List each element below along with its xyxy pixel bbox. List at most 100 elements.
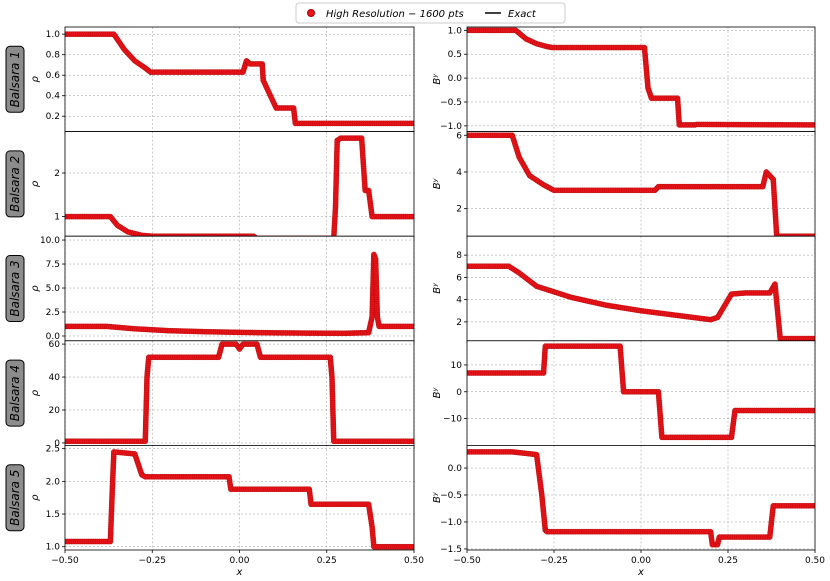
panel-r2-c1: 1 2 ρ <box>30 131 415 240</box>
panel-frame <box>466 444 816 551</box>
x-tick-label: 0.25 <box>317 556 337 566</box>
panel-frame <box>64 444 415 551</box>
y-tick-label: 2.5 <box>46 308 60 318</box>
y-tick-label: 4 <box>456 168 462 178</box>
y-tick-label: 0.4 <box>46 92 61 102</box>
y-tick-label: 6 <box>456 273 462 283</box>
x-tick-label: 0.00 <box>631 556 651 566</box>
y-tick-label: 1.0 <box>448 26 463 36</box>
y-tick-label: 0.0 <box>46 332 61 342</box>
data-point <box>812 122 815 128</box>
row-label-1: Balsara 1 <box>5 45 25 113</box>
y-tick-label: 0.5 <box>448 50 462 60</box>
x-tick-label: 0.50 <box>805 556 825 566</box>
y-tick-label: 10.0 <box>40 236 60 246</box>
plot-area <box>467 343 815 441</box>
y-axis-label: Bʸ <box>432 178 443 189</box>
y-tick-label: 10 <box>451 361 463 371</box>
panel-r1-c2: −1.0 −0.5 0.0 0.5 1.0 Bʸ <box>432 26 816 135</box>
row-label-box <box>5 45 25 113</box>
y-axis-label: ρ <box>30 389 41 396</box>
panel-r3-c2: 2 4 6 8 Bʸ <box>432 235 816 344</box>
row-label-4: Balsara 4 <box>5 359 25 427</box>
plot-area <box>65 251 414 337</box>
x-axis-label: x <box>236 567 243 578</box>
y-tick-label: −10 <box>443 415 462 425</box>
row-label-box <box>5 464 25 532</box>
panel-r5-c2: −1.5 −1.0 −0.5 0.0 Bʸ <box>432 444 816 555</box>
x-tick-label: 0.50 <box>404 556 424 566</box>
plot-area <box>65 341 414 445</box>
panel-r1-c1: 0.2 0.4 0.6 0.8 1.0 ρ <box>30 26 415 135</box>
y-axis-label: Bʸ <box>432 388 443 399</box>
y-tick-label: 0.2 <box>46 112 60 122</box>
y-tick-label: −1.0 <box>440 518 462 528</box>
plot-area <box>65 449 414 550</box>
plot-area <box>65 135 414 237</box>
row-label-text: Balsara 5 <box>8 470 22 526</box>
panel-r5-c1: 1.0 1.5 2.0 2.5 ρ <box>30 444 415 553</box>
legend-label-points: High Resolution − 1600 pts <box>326 9 464 20</box>
x-tick-label: −0.25 <box>540 556 568 566</box>
row-label-5: Balsara 5 <box>5 464 25 532</box>
x-axes: −0.50 −0.25 0.00 0.25 0.50 x −0.50 −0.25 0.00 0.2… <box>51 556 825 578</box>
panel-r2-c2: 2 4 6 Bʸ <box>432 131 816 240</box>
row-label-text: Balsara 1 <box>8 51 22 107</box>
y-tick-label: 2.5 <box>46 445 60 455</box>
row-label-box <box>5 150 25 218</box>
y-tick-label: 60 <box>49 340 61 350</box>
y-tick-label: 4 <box>456 296 462 306</box>
y-tick-label: 0 <box>54 439 60 449</box>
x-tick-label: −0.25 <box>138 556 166 566</box>
y-tick-label: 1.0 <box>46 543 61 553</box>
legend-frame <box>295 2 566 24</box>
y-tick-label: 6 <box>456 131 462 141</box>
x-tick-label: −0.50 <box>453 556 481 566</box>
plot-area <box>467 27 815 128</box>
data-point <box>812 335 815 341</box>
y-tick-label: 0.0 <box>448 74 463 84</box>
y-tick-label: −0.5 <box>440 98 462 108</box>
legend: High Resolution − 1600 pts Exact <box>295 2 566 24</box>
panel-r4-c2: −10 0 10 Bʸ <box>432 340 816 449</box>
data-point <box>812 502 815 509</box>
y-tick-label: 40 <box>49 373 61 383</box>
panel-r4-c1: 0 20 40 60 ρ <box>30 340 415 449</box>
y-tick-label: −0.5 <box>440 491 462 501</box>
plot-area <box>467 449 815 548</box>
row-label-box <box>5 359 25 427</box>
y-tick-label: −1.0 <box>440 122 462 132</box>
y-tick-label: 1 <box>54 213 60 223</box>
y-axis-label: Bʸ <box>432 283 443 294</box>
row-label-3: Balsara 3 <box>5 255 25 322</box>
y-tick-label: 8 <box>456 251 462 261</box>
x-tick-label: 0.00 <box>229 556 249 566</box>
y-axis-label: ρ <box>30 180 41 187</box>
y-tick-label: 2 <box>54 169 60 179</box>
y-tick-label: 7.5 <box>46 260 60 270</box>
plot-area <box>65 31 414 127</box>
y-tick-label: 2 <box>456 205 462 215</box>
x-tick-label: −0.50 <box>51 556 79 566</box>
y-tick-label: 5.0 <box>46 284 61 294</box>
row-label-text: Balsara 2 <box>8 156 22 212</box>
row-label-box <box>5 255 25 322</box>
y-axis-label: ρ <box>30 494 41 501</box>
panels: 0.20.40.60.81.0ρ12ρ0.02.55.07.510.0ρ0204… <box>30 26 816 555</box>
row-label-2: Balsara 2 <box>5 150 25 218</box>
legend-label-exact: Exact <box>508 9 537 20</box>
plot-area <box>467 132 815 237</box>
row-label-text: Balsara 4 <box>8 365 22 421</box>
y-tick-label: 1.0 <box>46 30 61 40</box>
x-axis-label: x <box>637 567 644 578</box>
y-tick-label: 2.0 <box>46 477 61 487</box>
row-label-text: Balsara 3 <box>8 260 22 316</box>
y-axis-label: ρ <box>30 285 41 292</box>
y-tick-label: 0.0 <box>448 464 463 474</box>
row-labels: Balsara 1 Balsara 2 Balsara 3 Balsara 4 Bals… <box>5 45 25 532</box>
y-tick-label: 0 <box>456 388 462 398</box>
y-tick-label: 2 <box>456 318 462 328</box>
y-tick-label: 1.5 <box>46 510 60 520</box>
x-tick-label: 0.25 <box>718 556 738 566</box>
